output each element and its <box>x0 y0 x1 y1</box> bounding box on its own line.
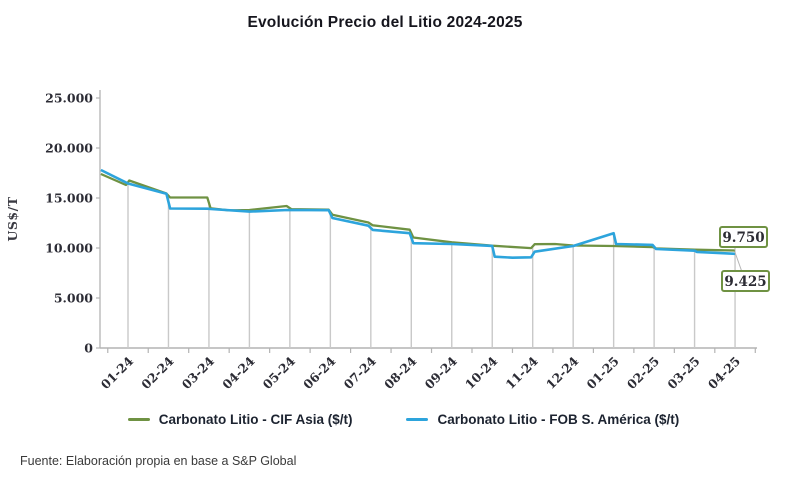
y-axis-label: 15.000 <box>45 191 93 206</box>
x-axis-label: 04-24 <box>219 353 258 392</box>
x-axis-label: 03-24 <box>179 353 218 392</box>
end-label-fob-samerica-box <box>721 270 770 292</box>
legend-item-fob-samerica: Carbonato Litio - FOB S. América ($/t) <box>406 412 679 427</box>
legend-swatch-fob-samerica-icon <box>406 418 429 421</box>
x-axis-label: 09-24 <box>421 353 460 392</box>
y-axis-label: 20.000 <box>45 141 93 156</box>
y-axis-label: 25.000 <box>45 91 93 106</box>
x-axis-label: 10-24 <box>462 353 501 392</box>
x-axis-label: 04-25 <box>705 354 743 392</box>
y-axis-label: 5.000 <box>54 291 93 306</box>
x-axis-label: 08-24 <box>381 353 420 392</box>
x-axis-label: 02-24 <box>138 353 177 392</box>
chart-title: Evolución Precio del Litio 2024-2025 <box>247 14 523 31</box>
x-axis-label: 01-25 <box>583 354 621 392</box>
x-axis-label: 03-25 <box>664 354 702 392</box>
end-label-fob-samerica: 9.425 <box>724 274 766 290</box>
leader-line <box>734 252 743 273</box>
series-line-cif-asia <box>100 172 736 252</box>
x-axis-label: 02-25 <box>624 354 662 392</box>
x-axis-label: 05-24 <box>260 353 299 392</box>
x-axis-label: 12-24 <box>543 353 582 392</box>
series-line-fob-samerica <box>100 168 736 259</box>
x-axis-label: 07-24 <box>341 353 380 392</box>
source-note: Fuente: Elaboración propia en base a S&P… <box>20 454 297 468</box>
x-axis-label: 01-24 <box>98 353 137 392</box>
y-axis-label: 0 <box>84 341 93 356</box>
x-axis-label: 06-24 <box>300 353 339 392</box>
end-label-cif-asia: 9.750 <box>722 230 764 246</box>
legend-swatch-cif-asia-icon <box>127 418 150 421</box>
chart-legend: Carbonato Litio - CIF Asia ($/t) Carbona… <box>0 412 807 427</box>
legend-label-fob-samerica: Carbonato Litio - FOB S. América ($/t) <box>437 412 680 427</box>
end-label-cif-asia-box <box>719 226 768 248</box>
y-axis-title: US$/T <box>5 196 20 241</box>
x-axis-label: 11-24 <box>502 353 541 392</box>
legend-label-cif-asia: Carbonato Litio - CIF Asia ($/t) <box>158 412 353 427</box>
legend-item-cif-asia: Carbonato Litio - CIF Asia ($/t) <box>127 412 353 427</box>
y-axis-label: 10.000 <box>45 241 93 256</box>
